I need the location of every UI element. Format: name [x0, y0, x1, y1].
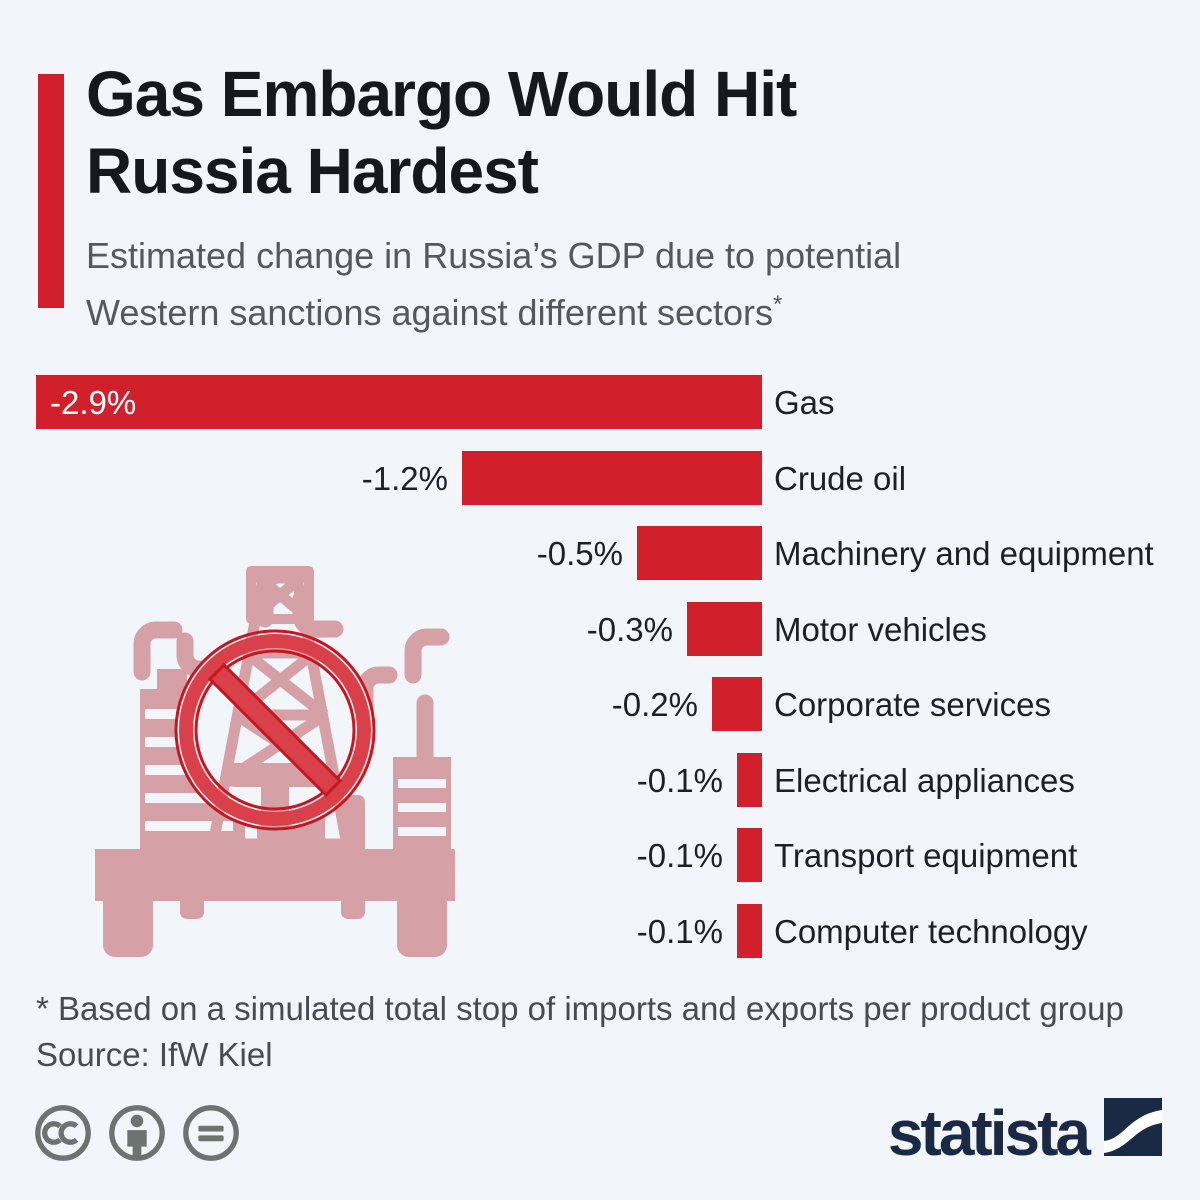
category-label: Electrical appliances: [774, 762, 1075, 799]
chart-row-gas: -2.9% Gas: [0, 375, 1200, 429]
prohibition-sign: [174, 629, 376, 831]
page-title: Gas Embargo Would Hit Russia Hardest: [86, 56, 797, 210]
chart-row-motor-vehicles: -0.3% Motor vehicles: [0, 602, 1200, 656]
pipeline: [95, 849, 455, 901]
bar-gas: -2.9%: [36, 375, 762, 429]
pipe-elbow-right: [397, 853, 447, 957]
value-label: -0.1%: [636, 837, 723, 874]
chart-subtitle: Estimated change in Russia’s GDP due to …: [86, 231, 901, 337]
footnote-marker: *: [773, 291, 783, 318]
value-label: -0.5%: [536, 535, 623, 572]
bar-machinery-and-equipment: [637, 526, 762, 580]
title-accent-bar: [38, 74, 64, 308]
title-line-1: Gas Embargo Would Hit: [86, 58, 797, 130]
cc-license-badges: [32, 1102, 242, 1164]
bar-motor-vehicles: [687, 602, 762, 656]
chart-row-transport-equipment: -0.1% Transport equipment: [0, 828, 1200, 882]
category-label: Crude oil: [774, 460, 907, 497]
value-label: -0.2%: [611, 686, 698, 723]
subtitle-line-1: Estimated change in Russia’s GDP due to …: [86, 235, 902, 276]
smoke-curl-icon: [133, 621, 183, 681]
attribution-person-icon: [109, 1105, 165, 1161]
statista-logo-icon: [1104, 1098, 1162, 1156]
logo-swoosh: [1104, 1110, 1162, 1153]
category-label: Machinery and equipment: [774, 535, 1154, 572]
footnote-block: * Based on a simulated total stop of imp…: [36, 986, 1124, 1078]
category-label: Transport equipment: [774, 837, 1078, 874]
value-label: -2.9%: [50, 384, 137, 421]
cc-icon: [35, 1105, 91, 1161]
value-label: -0.1%: [636, 762, 723, 799]
statista-wordmark: statista: [887, 1097, 1091, 1169]
category-label: Gas: [774, 384, 835, 421]
footnote-text: * Based on a simulated total stop of imp…: [36, 990, 1124, 1027]
title-line-2: Russia Hardest: [86, 135, 539, 207]
bar-computer-technology: [737, 904, 762, 958]
chart-row-electrical-appliances: -0.1% Electrical appliances: [0, 753, 1200, 807]
bar-crude-oil: [462, 451, 762, 505]
category-label: Corporate services: [774, 686, 1051, 723]
smoke-curl-icon: [404, 628, 450, 684]
pipe-elbow-left: [103, 853, 153, 957]
chart-row-corporate-services: -0.2% Corporate services: [0, 677, 1200, 731]
bar-electrical-appliances: [737, 753, 762, 807]
value-label: -0.1%: [636, 913, 723, 950]
category-label: Motor vehicles: [774, 611, 987, 648]
banned-gas-plant-icon: [95, 566, 455, 957]
chart-row-crude-oil: -1.2% Crude oil: [0, 451, 1200, 505]
source-text: Source: IfW Kiel: [36, 1036, 273, 1073]
chart-row-machinery-and-equipment: -0.5% Machinery and equipment: [0, 526, 1200, 580]
bar-corporate-services: [712, 677, 762, 731]
no-derivatives-equals-icon: [183, 1105, 239, 1161]
value-label: -1.2%: [361, 460, 448, 497]
value-label: -0.3%: [586, 611, 673, 648]
chart-row-computer-technology: -0.1% Computer technology: [0, 904, 1200, 958]
bar-transport-equipment: [737, 828, 762, 882]
subtitle-line-2: Western sanctions against different sect…: [86, 291, 783, 333]
category-label: Computer technology: [774, 913, 1088, 950]
statista-brand: statista: [888, 1098, 1162, 1165]
